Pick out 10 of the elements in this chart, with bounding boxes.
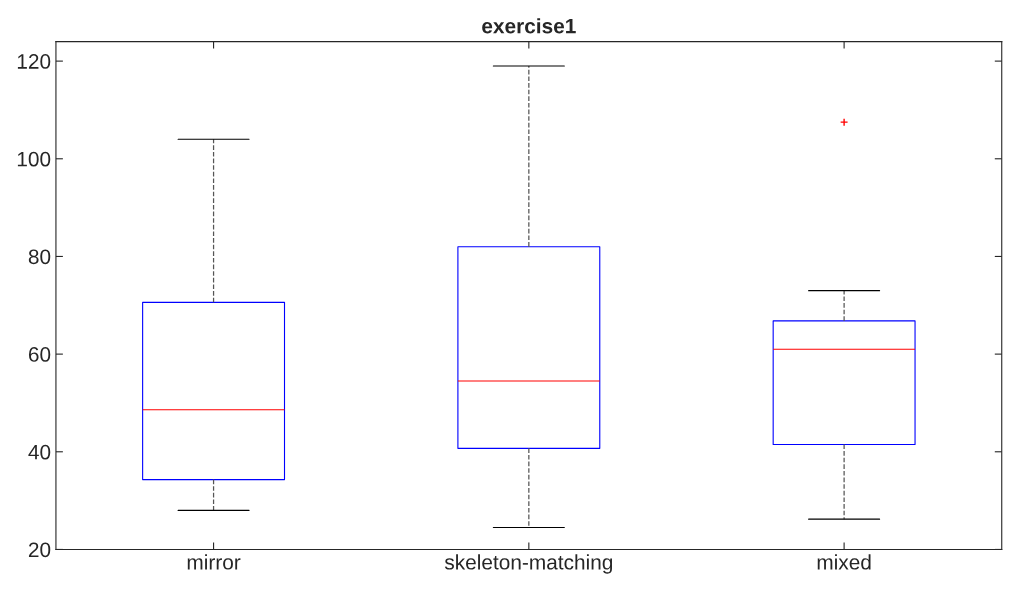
x-tick-label: mixed [817, 554, 871, 570]
y-tick-label: 20 [28, 542, 51, 558]
x-tick-label: mirror [187, 554, 241, 570]
y-tick-label: 100 [17, 151, 51, 167]
y-tick-label: 40 [28, 444, 51, 460]
x-tick-label: skeleton-matching [444, 554, 613, 574]
chart-title: exercise1 [482, 18, 576, 34]
y-tick-label: 120 [17, 54, 51, 69]
y-tick-label: 80 [28, 249, 51, 265]
y-tick-label: 60 [28, 347, 51, 362]
